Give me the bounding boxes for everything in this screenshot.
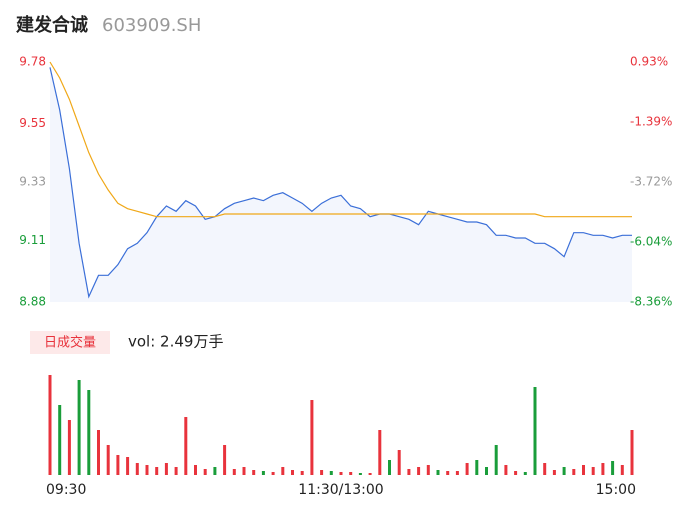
y2-tick-label: -6.04% — [630, 235, 672, 249]
volume-bar — [58, 405, 62, 475]
volume-bar — [591, 467, 595, 475]
volume-bar — [106, 445, 110, 475]
volume-bar — [329, 471, 333, 475]
volume-bar — [523, 472, 527, 475]
volume-bar — [358, 473, 362, 475]
volume-bar — [349, 472, 353, 475]
volume-bar — [620, 465, 624, 475]
x-tick-label: 15:00 — [596, 482, 636, 498]
volume-bar — [494, 445, 498, 475]
volume-bar — [475, 460, 479, 475]
x-tick-label: 11:30/13:00 — [298, 482, 383, 498]
volume-bar — [281, 467, 285, 475]
volume-bar — [87, 390, 91, 475]
y-tick-label: 9.55 — [19, 116, 46, 130]
volume-bar — [601, 463, 605, 475]
volume-bar — [378, 430, 382, 475]
y-tick-label: 9.33 — [19, 175, 46, 189]
volume-bar — [455, 471, 459, 475]
volume-bar — [436, 470, 440, 475]
y-tick-label: 9.11 — [19, 233, 46, 247]
volume-bar — [155, 467, 159, 475]
volume-bar — [552, 470, 556, 475]
stock-name: 建发合诚 — [16, 14, 88, 36]
volume-bar — [252, 470, 256, 475]
volume-bar — [417, 467, 421, 475]
volume-bar — [67, 420, 71, 475]
y2-tick-label: -3.72% — [630, 175, 672, 189]
volume-bar — [533, 387, 537, 475]
volume-bar — [184, 417, 188, 475]
volume-bar — [630, 430, 634, 475]
volume-bar — [271, 472, 275, 475]
volume-bar — [48, 375, 52, 475]
series-line — [49, 67, 632, 299]
volume-bar — [223, 445, 227, 475]
volume-bar — [77, 380, 81, 475]
volume-bar — [126, 457, 130, 475]
volume-bar — [135, 463, 139, 475]
volume-bar — [261, 471, 265, 475]
volume-bar — [291, 470, 294, 475]
volume-bar — [310, 400, 314, 475]
x-tick-label: 09:30 — [46, 482, 86, 498]
y-tick-label: 9.78 — [19, 55, 46, 69]
volume-bar — [368, 473, 372, 475]
y-tick-label: 8.88 — [19, 295, 46, 309]
volume-tab-label: 日成交量 — [44, 335, 96, 351]
volume-bar — [174, 467, 178, 475]
volume-bar — [397, 450, 401, 475]
volume-bar — [97, 430, 100, 475]
volume-bar — [320, 470, 324, 475]
volume-bar — [446, 471, 450, 475]
volume-bar — [164, 463, 168, 475]
volume-bar — [465, 463, 469, 475]
volume-bar — [426, 465, 430, 475]
volume-bar — [300, 471, 304, 475]
volume-bar — [514, 471, 518, 475]
y2-tick-label: -1.39% — [630, 114, 672, 128]
volume-bar — [232, 469, 236, 475]
volume-bar — [562, 467, 566, 475]
volume-bar — [213, 467, 217, 475]
volume-bar — [504, 465, 508, 475]
volume-bar — [116, 455, 120, 475]
volume-bar — [339, 472, 343, 475]
volume-bar — [145, 465, 149, 475]
volume-bar — [407, 469, 411, 475]
volume-total: vol: 2.49万手 — [128, 333, 223, 351]
series-line — [49, 61, 632, 218]
volume-bar — [543, 463, 547, 475]
volume-bar — [388, 460, 391, 475]
volume-bar — [203, 469, 207, 475]
volume-bar — [242, 467, 246, 475]
volume-bar — [485, 467, 488, 475]
volume-bar — [194, 465, 197, 475]
price-area — [50, 67, 632, 302]
volume-tab — [30, 331, 110, 354]
volume-bar — [611, 461, 615, 475]
volume-bar — [582, 465, 585, 475]
stock-code: 603909.SH — [102, 15, 201, 36]
y2-tick-label: -8.36% — [630, 295, 672, 309]
volume-bar — [572, 469, 576, 475]
y2-tick-label: 0.93% — [630, 55, 668, 69]
